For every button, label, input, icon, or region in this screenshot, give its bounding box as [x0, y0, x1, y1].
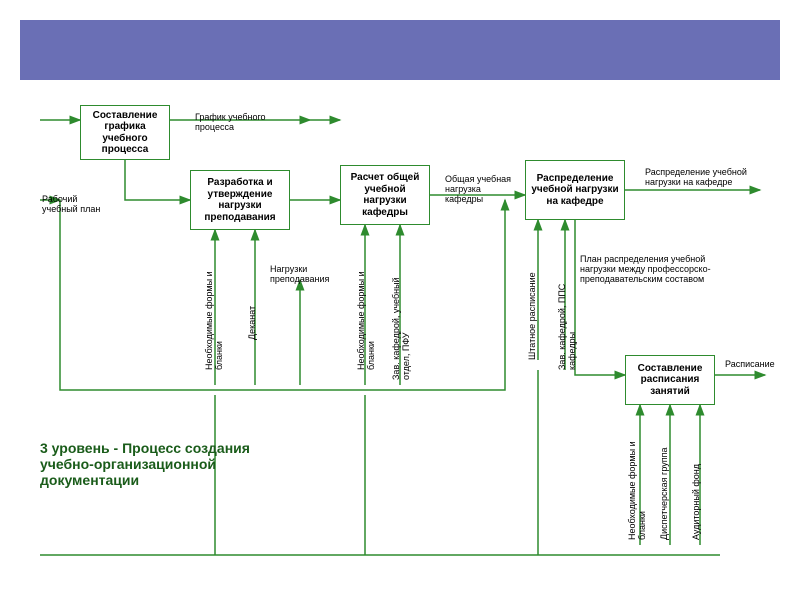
- vlabel-v_forms1: Необходимые формы и бланки: [205, 260, 225, 370]
- vlabel-v_zavk2: Зав. кафедрой, ППС кафедры: [558, 260, 578, 370]
- label-l_graph: График учебного процесса: [195, 113, 305, 133]
- vlabel-v_shtat: Штатное расписание: [528, 260, 538, 360]
- label-l_nagr: Нагрузки преподавания: [270, 265, 360, 285]
- diagram-title: 3 уровень - Процесс создания учебно-орга…: [40, 440, 250, 488]
- node-n5: Составление расписания занятий: [625, 355, 715, 405]
- label-l_planr: План распределения учебной нагрузки межд…: [580, 255, 740, 285]
- node-n2: Разработка и утверждение нагрузки препод…: [190, 170, 290, 230]
- node-n4: Распределение учебной нагрузки на кафедр…: [525, 160, 625, 220]
- node-n1: Составление графика учебного процесса: [80, 105, 170, 160]
- label-l_raspk: Распределение учебной нагрузки на кафедр…: [645, 168, 755, 188]
- diagram-canvas: Составление графика учебного процесса Раз…: [0, 0, 800, 600]
- label-l_rasp: Расписание: [725, 360, 795, 370]
- node-n3: Расчет общей учебной нагрузки кафедры: [340, 165, 430, 225]
- vlabel-v_aud: Аудиторный фонд: [692, 430, 702, 540]
- label-l_plan: Рабочий учебный план: [42, 195, 102, 215]
- title-line-3: документации: [40, 472, 250, 488]
- vlabel-v_forms3: Необходимые формы и бланки: [628, 430, 648, 540]
- title-line-2: учебно-организационной: [40, 456, 250, 472]
- vlabel-v_dekan: Деканат: [248, 260, 258, 340]
- vlabel-v_zavk1: Зав. кафедрой, учебный отдел, ПФУ: [392, 260, 412, 380]
- vlabel-v_disp: Диспетчерская группа: [660, 430, 670, 540]
- label-l_obsh: Общая учебная нагрузка кафедры: [445, 175, 515, 205]
- vlabel-v_forms2: Необходимые формы и бланки: [357, 260, 377, 370]
- title-line-1: 3 уровень - Процесс создания: [40, 440, 250, 456]
